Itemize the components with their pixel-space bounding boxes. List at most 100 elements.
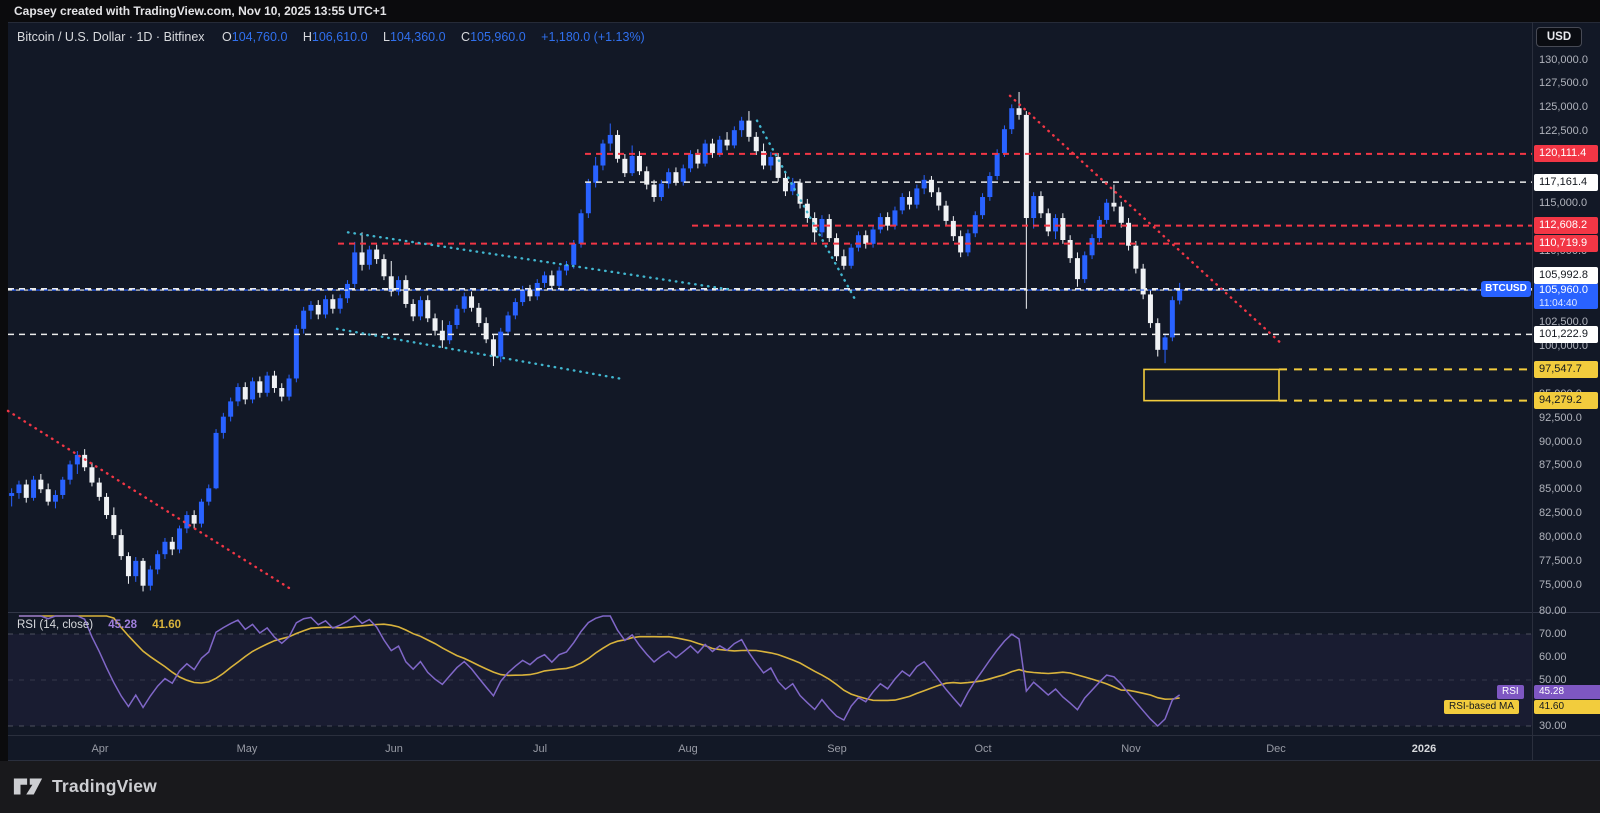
candle-body bbox=[1104, 202, 1110, 220]
candle-body bbox=[775, 156, 781, 178]
candle-body bbox=[987, 176, 993, 198]
candle-body bbox=[1126, 222, 1132, 246]
candle-body bbox=[885, 217, 891, 226]
candle-body bbox=[16, 484, 22, 494]
candle-body bbox=[870, 229, 876, 244]
pane-separator[interactable] bbox=[8, 612, 1600, 613]
time-axis-label: 2026 bbox=[1411, 743, 1437, 755]
candle-body bbox=[1060, 218, 1066, 240]
price-axis[interactable]: 130,000.0 127,500.0 125,000.0 122,500.0 115,… bbox=[1533, 22, 1600, 761]
candle-body bbox=[943, 205, 949, 221]
candle-body bbox=[52, 494, 58, 502]
candle-body bbox=[1074, 258, 1080, 280]
candle-body bbox=[636, 155, 642, 172]
trend-line[interactable] bbox=[755, 119, 858, 303]
price-tick: 82,500.0 bbox=[1539, 507, 1582, 520]
candle-body bbox=[571, 243, 577, 265]
candle-body bbox=[162, 541, 168, 555]
candle-body bbox=[9, 493, 15, 496]
candle-body bbox=[1038, 196, 1044, 214]
candle-body bbox=[1023, 114, 1029, 219]
pane-separator[interactable] bbox=[8, 735, 1600, 736]
candle-body bbox=[658, 183, 664, 198]
price-tick: 85,000.0 bbox=[1539, 483, 1582, 496]
candle-body bbox=[31, 479, 37, 498]
price-tick: 77,500.0 bbox=[1539, 554, 1582, 567]
candle-body bbox=[220, 416, 226, 433]
candle-body bbox=[374, 249, 380, 260]
trend-line[interactable] bbox=[346, 231, 733, 291]
candle-body bbox=[1177, 289, 1183, 301]
time-axis[interactable]: Apr May Jun Jul Aug Sep Oct Nov Dec 2026 bbox=[8, 736, 1532, 760]
candle-body bbox=[753, 136, 759, 152]
candle-body bbox=[1067, 239, 1073, 259]
ohlc-close: C105,960.0 bbox=[461, 30, 526, 44]
candle-body bbox=[308, 304, 314, 311]
rsi-indicator-title[interactable]: RSI (14, close) bbox=[17, 619, 94, 631]
price-tick: 102,500.0 bbox=[1539, 316, 1588, 329]
candle-body bbox=[834, 238, 840, 257]
target-box[interactable] bbox=[1143, 368, 1280, 402]
candle-body bbox=[556, 270, 562, 286]
candle-body bbox=[330, 299, 336, 309]
time-axis-border bbox=[8, 760, 1600, 761]
candle-body bbox=[184, 515, 190, 529]
candle-body bbox=[235, 387, 241, 402]
time-axis-label: Jun bbox=[385, 743, 403, 755]
candle-body bbox=[118, 535, 124, 557]
candle-body bbox=[461, 296, 467, 309]
candle-body bbox=[622, 158, 628, 174]
candle-body bbox=[104, 496, 110, 516]
candle-body bbox=[286, 378, 292, 397]
price-tick: 110,000.0 bbox=[1539, 244, 1588, 257]
candle-body bbox=[242, 387, 248, 400]
tradingview-logo-icon bbox=[13, 778, 43, 795]
candle-body bbox=[1133, 245, 1139, 269]
candle-body bbox=[797, 182, 803, 204]
candle-body bbox=[169, 541, 175, 550]
candle-body bbox=[359, 252, 365, 265]
candle-body bbox=[490, 339, 496, 357]
price-tick: 90,000.0 bbox=[1539, 435, 1582, 448]
candle-body bbox=[1096, 219, 1102, 239]
candle-body bbox=[644, 171, 650, 185]
candle-body bbox=[125, 556, 131, 577]
trend-line[interactable] bbox=[335, 327, 627, 381]
trend-line[interactable] bbox=[6, 409, 295, 592]
chart-area[interactable] bbox=[8, 22, 1600, 761]
candle-body bbox=[855, 235, 861, 248]
rsi-value: 45.28 bbox=[108, 619, 138, 631]
candle-body bbox=[695, 154, 701, 164]
price-tick: 75,000.0 bbox=[1539, 578, 1582, 591]
candle-body bbox=[1111, 202, 1117, 207]
candle-body bbox=[396, 280, 402, 292]
candle-body bbox=[600, 143, 606, 166]
trend-line[interactable] bbox=[1008, 94, 1285, 347]
candle-body bbox=[680, 168, 686, 182]
candle-body bbox=[67, 464, 73, 480]
currency-toggle-button[interactable]: USD bbox=[1536, 27, 1582, 47]
candle-body bbox=[213, 432, 219, 489]
candle-body bbox=[381, 259, 387, 277]
candle-body bbox=[958, 236, 964, 253]
ohlc-high: H106,610.0 bbox=[302, 30, 368, 44]
candle-body bbox=[366, 249, 372, 265]
time-axis-label: Oct bbox=[974, 743, 992, 755]
candle-body bbox=[666, 172, 672, 184]
candle-body bbox=[863, 235, 869, 244]
candle-body bbox=[82, 454, 88, 468]
candle-body bbox=[994, 153, 1000, 177]
candle-body bbox=[45, 489, 51, 502]
candle-body bbox=[469, 296, 475, 308]
tradingview-logo: TradingView bbox=[13, 776, 157, 797]
candle-body bbox=[615, 134, 621, 159]
price-tick: 95,000.0 bbox=[1539, 387, 1582, 400]
candle-body bbox=[950, 220, 956, 237]
candle-body bbox=[439, 330, 445, 341]
candle-body bbox=[133, 560, 139, 577]
candle-body bbox=[505, 315, 511, 332]
candle-body bbox=[819, 218, 825, 233]
symbol-title[interactable]: Bitcoin / U.S. Dollar · 1D · Bitfinex bbox=[17, 30, 205, 44]
rsi-plot bbox=[18, 615, 1181, 728]
